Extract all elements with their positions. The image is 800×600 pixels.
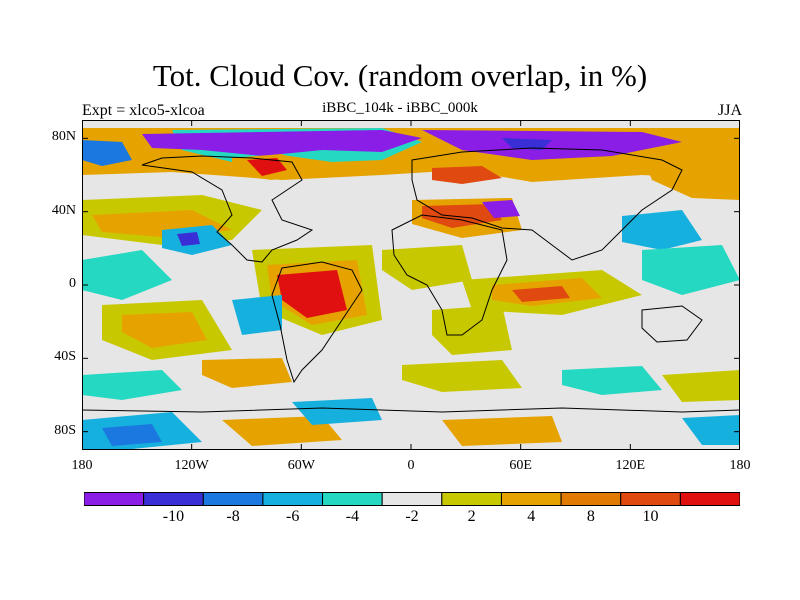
lon-tick-label: 120W: [174, 458, 209, 473]
colorbar-swatch: [500, 492, 562, 506]
lat-tick-label: 80N: [51, 129, 76, 145]
lon-tick-label: 120E: [615, 458, 646, 473]
season-label: JJA: [717, 102, 742, 119]
colorbar-label: -4: [345, 508, 360, 525]
field-region: [642, 245, 740, 295]
field-region: [142, 130, 422, 156]
field-region: [292, 398, 382, 425]
colorbar-label: -6: [286, 508, 300, 525]
field-region: [122, 312, 207, 348]
colorbar-label: 8: [586, 508, 595, 525]
field-region: [232, 295, 282, 335]
map-tick-marks: [82, 120, 740, 450]
cloud-cover-map: [82, 120, 740, 450]
field-region: [662, 370, 740, 402]
field-region: [177, 232, 200, 246]
colorbar-swatch: [262, 492, 324, 506]
colorbar-swatch: [84, 492, 145, 506]
field-region: [202, 358, 292, 388]
lat-tick-label: 40N: [51, 202, 76, 218]
run-difference-label: iBBC_104k - iBBC_000k: [322, 100, 478, 116]
field-region: [562, 366, 662, 395]
colorbar-label: 4: [527, 508, 536, 525]
field-region: [82, 140, 132, 166]
colorbar-label: -2: [405, 508, 419, 525]
field-region: [82, 250, 172, 300]
field-region: [432, 166, 502, 184]
field-region: [247, 158, 287, 176]
colorbar-swatch: [202, 492, 264, 506]
colorbar-swatch: [560, 492, 622, 506]
lon-tick-label: 60W: [287, 458, 315, 473]
colorbar-swatch: [441, 492, 502, 506]
colorbar-swatch: [143, 492, 204, 506]
field-region: [402, 360, 522, 392]
lat-tick-label: 0: [69, 276, 76, 291]
coastlines: [82, 147, 740, 413]
field-region: [422, 204, 502, 228]
field-region: [682, 415, 740, 445]
lat-tick-label: 40S: [54, 349, 76, 365]
field-region: [102, 424, 162, 446]
colorbar-label: -10: [162, 508, 185, 525]
colorbar-swatch: [322, 492, 383, 506]
field-region: [442, 416, 562, 446]
colorbar-swatch: [381, 492, 443, 506]
map-title: Tot. Cloud Cov. (random overlap, in %): [152, 58, 648, 93]
lon-tick-label: 180: [71, 458, 93, 473]
colorbar-label: 10: [642, 508, 659, 525]
field-region: [512, 286, 570, 302]
colorbar-swatch: [620, 492, 681, 506]
field-region: [622, 210, 702, 250]
field-region: [502, 138, 552, 150]
colorbar-swatch: [679, 492, 740, 506]
colorbar: [84, 492, 740, 506]
lon-tick-label: 180: [729, 458, 751, 473]
colorbar-label: 2: [467, 508, 476, 525]
field-region: [277, 270, 347, 318]
field-region: [482, 200, 520, 218]
field-region: [82, 370, 182, 400]
colorbar-label: -8: [226, 508, 240, 525]
lat-tick-label: 80S: [54, 422, 76, 438]
experiment-label: Expt = xlco5-xlcoa: [82, 102, 205, 119]
field-region: [432, 305, 512, 355]
field-region: [382, 245, 472, 290]
lon-tick-label: 60E: [509, 458, 532, 473]
lon-tick-label: 0: [407, 458, 415, 473]
